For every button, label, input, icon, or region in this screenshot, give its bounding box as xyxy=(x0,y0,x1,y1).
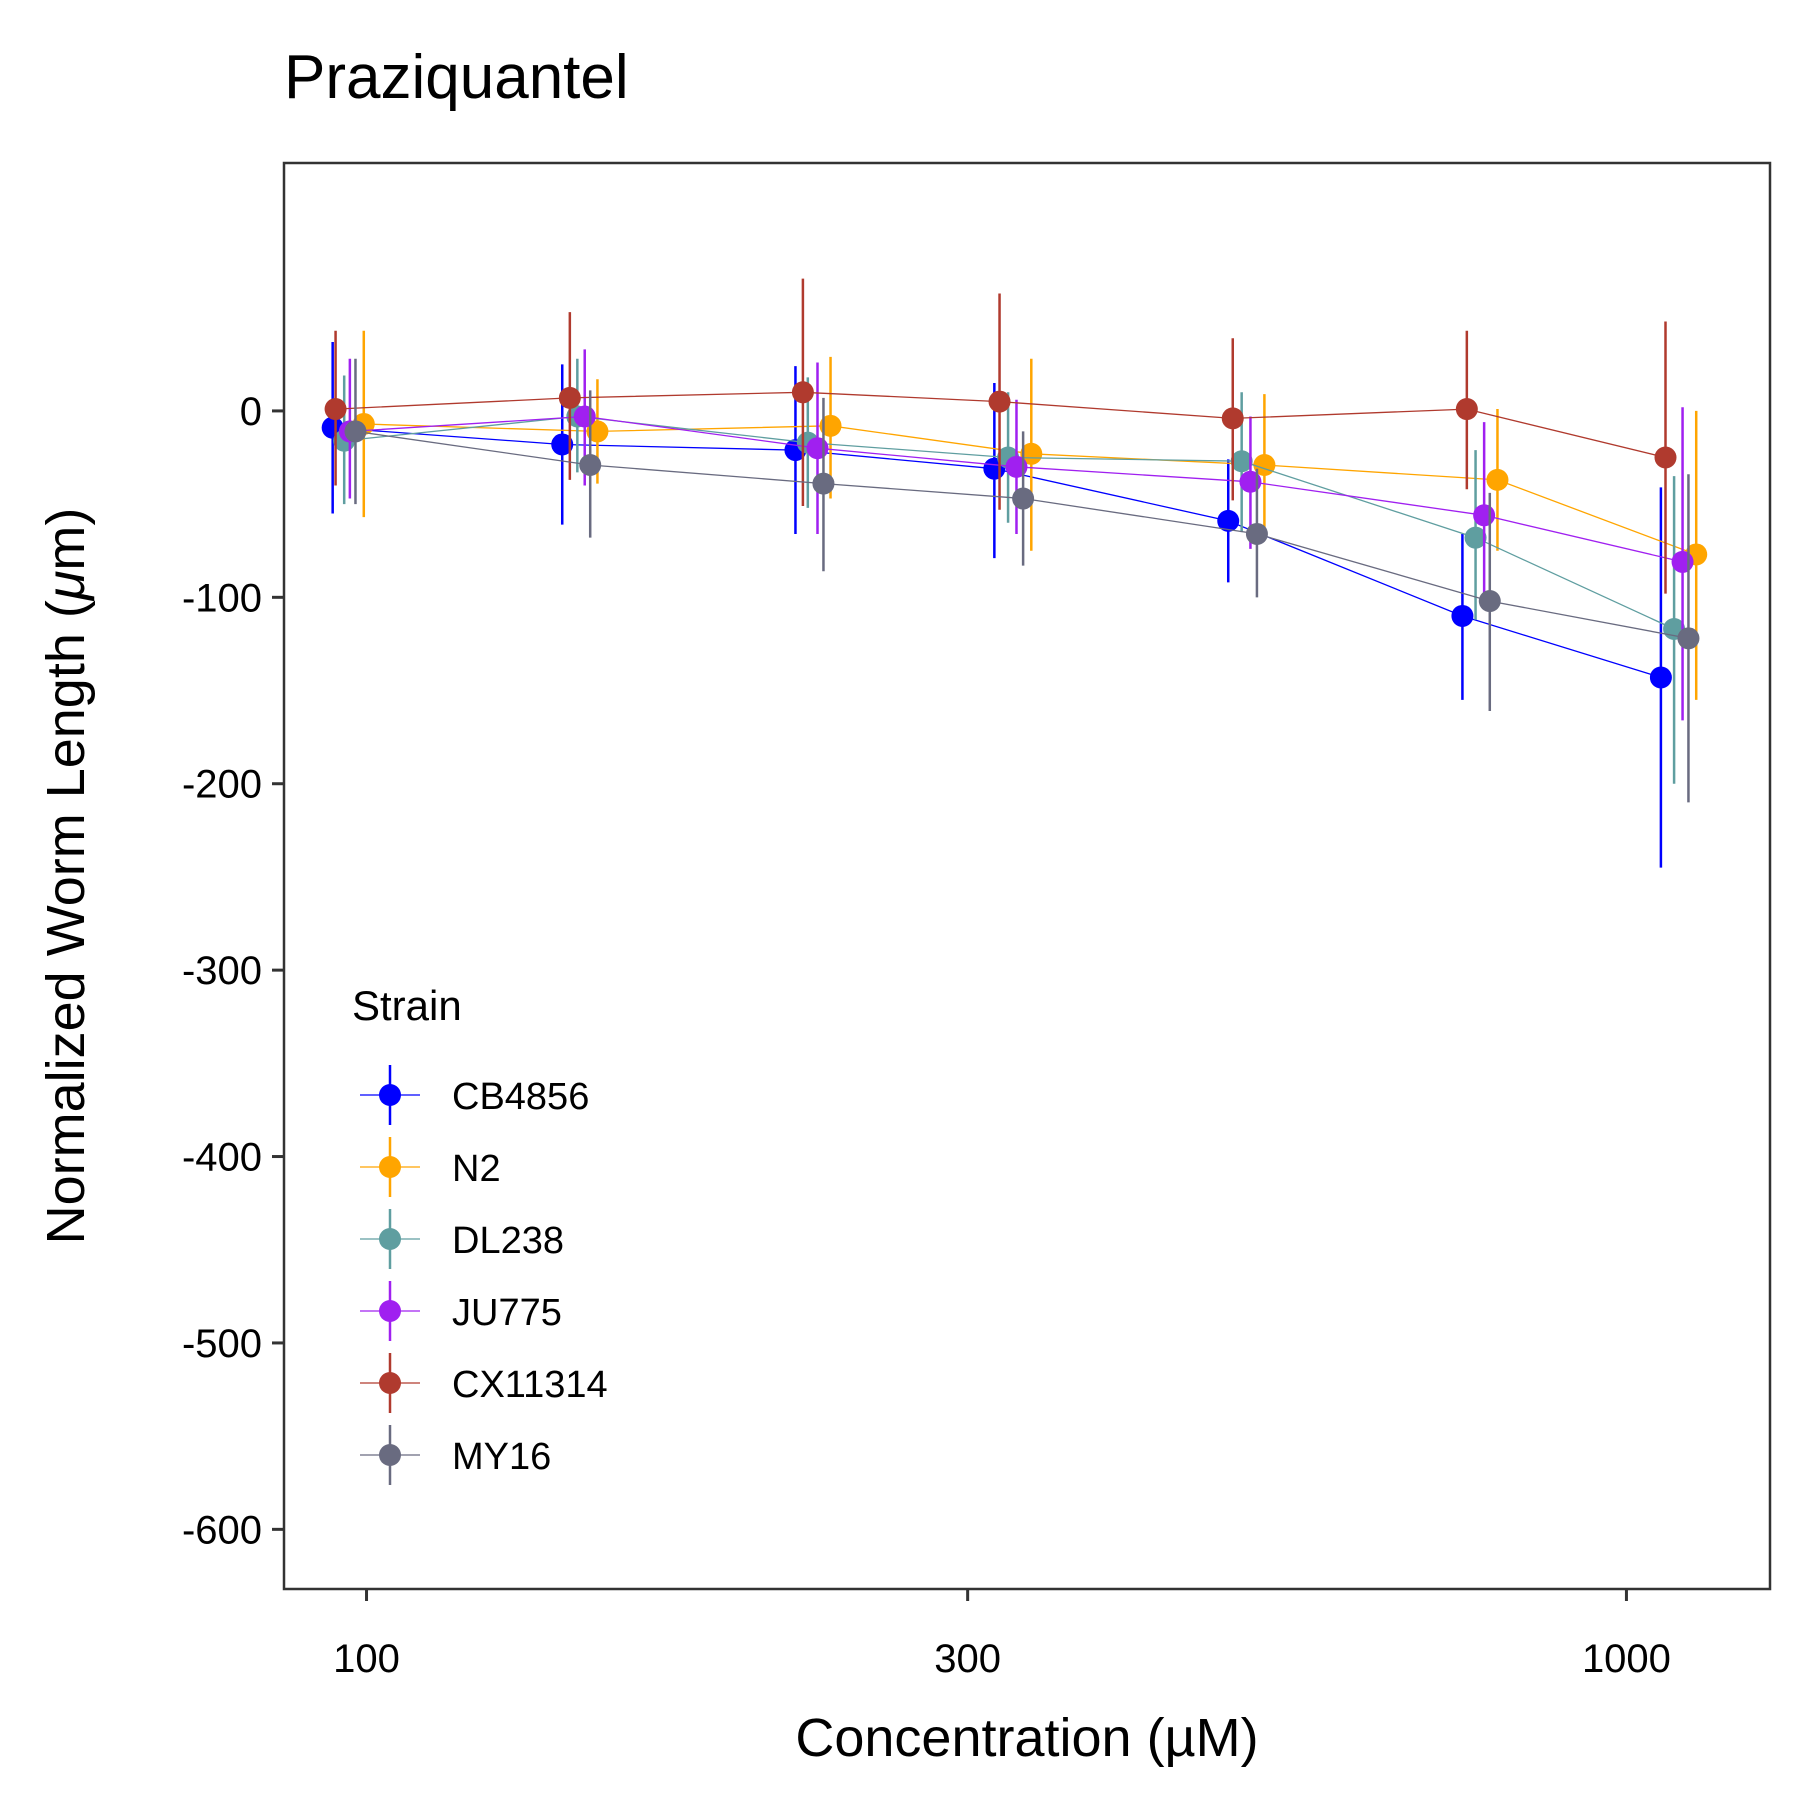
data-point xyxy=(551,433,574,456)
y-tick-label: -500 xyxy=(182,1322,262,1366)
data-point xyxy=(1245,522,1268,545)
legend-marker xyxy=(379,1444,401,1466)
y-axis-title-end: m) xyxy=(36,508,96,571)
x-tick-label: 300 xyxy=(934,1637,1001,1681)
legend-item-ju775: JU775 xyxy=(360,1281,562,1341)
data-point xyxy=(1649,666,1672,689)
data-point xyxy=(988,390,1011,413)
data-point xyxy=(1020,442,1043,465)
y-tick-label: -200 xyxy=(182,763,262,807)
legend-marker xyxy=(379,1228,401,1250)
data-point xyxy=(791,381,814,404)
legend-items: CB4856 N2 DL238 JU775 CX11314 MY16 xyxy=(360,1065,608,1485)
data-point xyxy=(558,386,581,409)
x-tick-label: 1000 xyxy=(1582,1637,1671,1681)
legend-item-cx11314: CX11314 xyxy=(360,1353,608,1413)
legend-item-n2: N2 xyxy=(360,1137,501,1197)
legend-label: JU775 xyxy=(452,1292,562,1334)
data-point xyxy=(1677,627,1700,650)
data-point xyxy=(1455,398,1478,421)
data-point xyxy=(1230,450,1253,473)
y-axis-ticks: 0 -100 -200 -300 -400 -500 -600 xyxy=(182,390,284,1552)
data-point xyxy=(819,414,842,437)
series-my16 xyxy=(344,358,1700,803)
y-axis-title-mu: μ xyxy=(36,571,96,603)
data-point xyxy=(1486,468,1509,491)
y-tick-label: -400 xyxy=(182,1136,262,1180)
x-axis-title: Concentration (µM) xyxy=(795,1708,1258,1768)
legend-item-my16: MY16 xyxy=(360,1425,551,1485)
legend-marker xyxy=(379,1300,401,1322)
data-point xyxy=(1012,487,1035,510)
data-point xyxy=(1478,590,1501,613)
x-tick-label: 100 xyxy=(333,1637,400,1681)
legend-marker xyxy=(379,1084,401,1106)
y-tick-label: -300 xyxy=(182,949,262,993)
y-tick-label: -100 xyxy=(182,576,262,620)
legend-label: DL238 xyxy=(452,1220,564,1262)
x-axis-ticks: 100 300 1000 xyxy=(333,1589,1671,1681)
y-tick-label: -600 xyxy=(182,1508,262,1552)
legend-item-cb4856: CB4856 xyxy=(360,1065,589,1125)
chart-title: Praziquantel xyxy=(284,43,629,112)
data-point xyxy=(1464,526,1487,549)
legend-label: CX11314 xyxy=(452,1364,608,1406)
legend-marker xyxy=(379,1372,401,1394)
data-point xyxy=(1654,446,1677,469)
legend: Strain CB4856 N2 DL238 JU775 CX11314 MY16 xyxy=(352,982,608,1485)
data-point xyxy=(1671,550,1694,573)
data-point xyxy=(1221,407,1244,430)
data-point xyxy=(1473,504,1496,527)
data-point xyxy=(324,398,347,421)
legend-label: MY16 xyxy=(452,1436,551,1478)
legend-marker xyxy=(379,1156,401,1178)
legend-label: CB4856 xyxy=(452,1076,589,1118)
data-point xyxy=(806,437,829,460)
data-point xyxy=(1451,604,1474,627)
y-axis-title: Normalized Worm Length (μm) xyxy=(36,508,96,1245)
data-point xyxy=(344,420,367,443)
data-point xyxy=(573,405,596,428)
legend-label: N2 xyxy=(452,1148,501,1190)
y-axis-title-main: Normalized Worm Length ( xyxy=(36,600,96,1244)
data-point xyxy=(579,453,602,476)
legend-item-dl238: DL238 xyxy=(360,1209,564,1269)
series-cx11314 xyxy=(324,278,1677,594)
legend-title: Strain xyxy=(352,982,462,1029)
y-tick-label: 0 xyxy=(240,390,262,434)
data-point xyxy=(1217,509,1240,532)
data-point xyxy=(812,472,835,495)
data-point xyxy=(586,420,609,443)
plot-panel-border xyxy=(282,161,1772,1591)
data-series xyxy=(321,278,1708,868)
